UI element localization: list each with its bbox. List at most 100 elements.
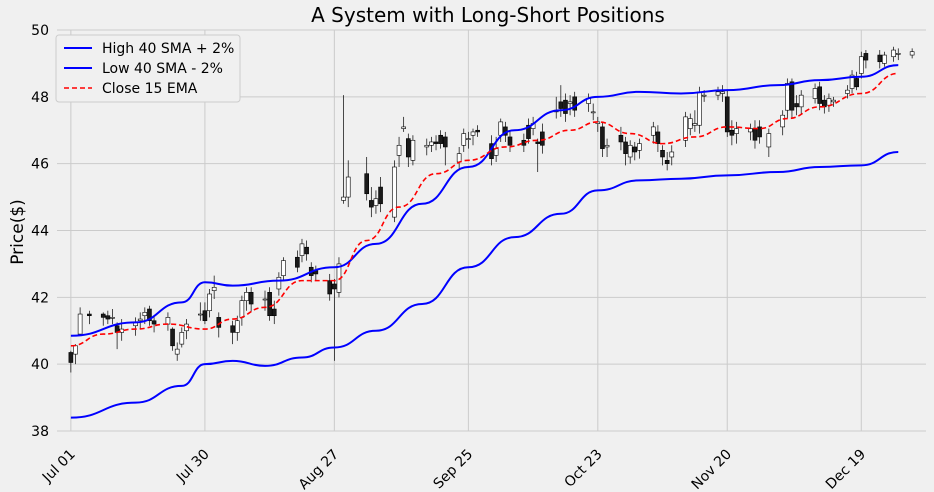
candle <box>401 116 406 132</box>
candle-body-down <box>558 101 564 109</box>
candle-body-down <box>68 352 74 363</box>
candle-body-up <box>701 94 707 97</box>
candle-body-down <box>87 313 92 317</box>
candle-body-down <box>438 134 443 144</box>
candle <box>660 145 665 166</box>
candle <box>734 121 739 144</box>
candle <box>276 272 282 296</box>
candle-body-up <box>812 88 818 99</box>
y-tick-label: 48 <box>31 90 49 106</box>
candle-body-up <box>734 128 739 134</box>
candle-body-down <box>442 136 448 148</box>
candle-body-down <box>364 173 369 195</box>
candle-body-down <box>618 134 624 143</box>
candle-body-up <box>207 293 212 312</box>
candle-body-down <box>170 328 175 347</box>
candle-body-up <box>262 298 268 301</box>
candle <box>637 138 642 159</box>
candle-body-up <box>461 133 467 146</box>
candle-body-up <box>895 53 901 55</box>
x-tick-label: Nov 20 <box>689 447 735 492</box>
candle-body-up <box>590 111 596 114</box>
candle <box>687 113 693 136</box>
candle <box>396 136 402 168</box>
candle <box>789 78 795 119</box>
candle-body-up <box>299 243 305 256</box>
candle <box>669 145 675 166</box>
candle <box>327 273 333 301</box>
candle <box>433 135 439 151</box>
candle-body-up <box>766 133 772 148</box>
candle-body-up <box>780 114 786 128</box>
candle <box>202 302 208 325</box>
candle-body-up <box>429 141 434 146</box>
candle-body-up <box>345 176 351 198</box>
candle-body-down <box>378 186 383 205</box>
candle <box>600 121 605 157</box>
candle-body-up <box>627 144 633 158</box>
candle <box>780 110 786 136</box>
candle <box>683 111 688 147</box>
candle <box>535 138 541 173</box>
candle-body-down <box>863 53 869 61</box>
candle <box>895 48 901 61</box>
candle-body-up <box>137 318 143 322</box>
candle <box>858 51 864 79</box>
candle-body-up <box>165 317 171 325</box>
candle-body-down <box>327 280 333 295</box>
candle-body-down <box>507 136 513 146</box>
candle-body-up <box>234 320 240 333</box>
candle-body-up <box>77 313 83 335</box>
candle-body-down <box>752 128 758 141</box>
y-tick-label: 46 <box>31 157 49 173</box>
y-tick-label: 42 <box>31 290 49 306</box>
candle <box>207 288 212 318</box>
candle-body-down <box>540 131 545 146</box>
candle <box>341 95 346 204</box>
candle-body-down <box>202 310 208 322</box>
candle-body-up <box>669 151 675 158</box>
candle <box>715 86 721 101</box>
candle <box>572 91 578 117</box>
candle <box>877 50 883 69</box>
candle-body-up <box>142 312 148 317</box>
candle <box>650 121 656 144</box>
candle <box>854 71 859 91</box>
candle-body-up <box>211 287 217 291</box>
candle-body-up <box>858 56 864 74</box>
candle <box>392 160 397 223</box>
candle <box>369 187 374 218</box>
high-40-sma-line <box>70 64 899 337</box>
candle <box>174 342 180 361</box>
candle <box>845 85 850 99</box>
candle-body-down <box>526 124 531 139</box>
candle <box>378 177 383 213</box>
x-tick-label: Sep 25 <box>430 447 476 492</box>
legend: High 40 SMA + 2% Low 40 SMA - 2% Close 1… <box>55 34 241 103</box>
x-tick-label: Dec 19 <box>823 447 869 492</box>
candle <box>540 123 545 154</box>
candle <box>618 126 624 151</box>
candle-body-up <box>637 143 642 151</box>
x-tick-label: Oct 23 <box>561 447 605 491</box>
candle <box>466 131 471 149</box>
candle-body-down <box>632 146 638 153</box>
candle-body-up <box>244 292 249 301</box>
candle <box>424 138 430 156</box>
y-axis-label: Price($) <box>8 199 28 265</box>
candle-body-up <box>567 101 573 104</box>
candles <box>68 46 915 373</box>
candle <box>757 120 762 144</box>
candle <box>720 85 725 102</box>
candle <box>604 138 610 157</box>
candle <box>147 305 152 326</box>
candle-body-up <box>845 89 850 94</box>
candle-body-up <box>73 345 78 355</box>
candle-body-down <box>563 99 568 114</box>
candle-body-up <box>697 91 702 126</box>
candle <box>429 136 434 152</box>
candle <box>244 287 249 311</box>
legend-box <box>55 34 241 103</box>
candle-body-down <box>332 283 337 290</box>
candle-body-down <box>660 150 665 158</box>
